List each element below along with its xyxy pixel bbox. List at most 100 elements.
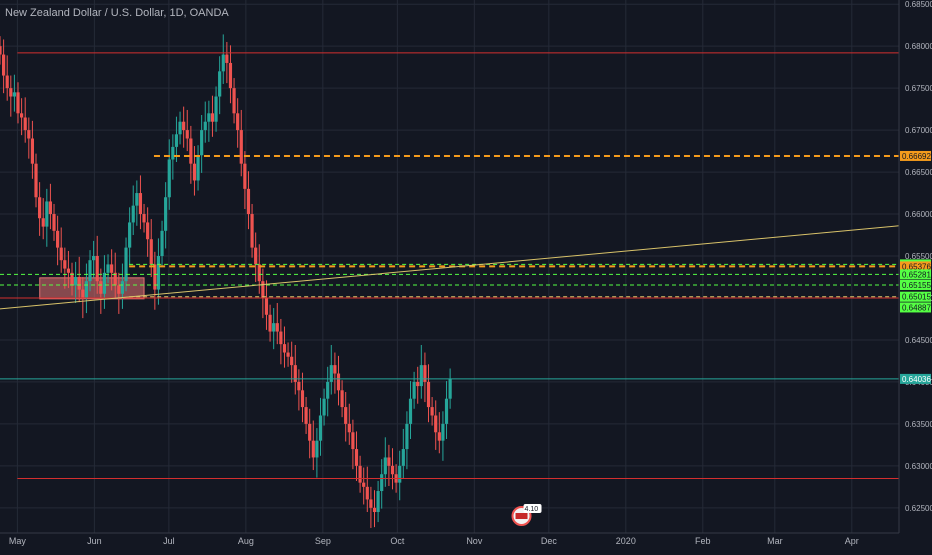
time-tick-label: Oct (390, 536, 405, 546)
candle-body (441, 423, 445, 441)
candle-body (77, 276, 81, 290)
candle-body (282, 344, 287, 353)
event-badge[interactable]: 4.10 (511, 504, 542, 526)
candle-body (106, 264, 110, 273)
price-tick-label: 0.64500 (905, 336, 932, 345)
price-tag-bg (900, 261, 931, 272)
candle-body (326, 381, 330, 399)
candle-body (27, 130, 31, 139)
candle-body (236, 113, 240, 131)
event-badge-pill (523, 504, 542, 513)
support-zone (39, 277, 145, 300)
candle-body (232, 88, 236, 114)
price-tag-bg (900, 269, 931, 280)
candle-body (12, 92, 17, 97)
price-tick-label: 0.65500 (905, 252, 932, 261)
price-tick-label: 0.66000 (905, 210, 932, 219)
candle-body (272, 323, 276, 332)
candle-body (318, 415, 323, 441)
candle-body (196, 155, 200, 181)
candle-body (81, 289, 85, 298)
price-tick-label: 0.63500 (905, 420, 932, 429)
candle-body (380, 474, 384, 492)
price-tag-label: 0.65281 (902, 270, 931, 279)
candle-body (41, 218, 45, 227)
candle-body (203, 121, 207, 131)
candle-body (426, 381, 431, 408)
time-tick-label: 2020 (616, 536, 636, 546)
price-tick-label: 0.67500 (905, 84, 932, 93)
candle-body (128, 222, 132, 248)
candle-body (358, 465, 362, 483)
price-tag-label: 0.65015 (902, 293, 931, 302)
candle-body (16, 92, 20, 114)
candle-body (412, 381, 416, 399)
candle-body (268, 314, 272, 332)
candle-body (34, 163, 38, 198)
candle-body (102, 272, 107, 294)
candlesticks (0, 34, 452, 528)
price-tick-label: 0.63000 (905, 462, 932, 471)
time-tick-label: Apr (845, 536, 859, 546)
candle-body (23, 117, 27, 131)
candle-body (246, 188, 251, 215)
candle-body (178, 121, 182, 135)
candle-body (167, 159, 171, 198)
candle-body (311, 440, 315, 458)
event-badge-label: 4.10 (525, 506, 539, 513)
time-tick-label: May (9, 536, 27, 546)
price-tick-label: 0.62500 (905, 504, 932, 513)
candle-body (59, 247, 63, 261)
price-axis[interactable]: 0.68500 0.68000 0.67500 0.67000 0.66500 0.660… (898, 0, 932, 550)
candle-body (344, 407, 348, 424)
price-tag-label: 0.64036 (902, 375, 931, 384)
price-tag-bg (900, 279, 931, 290)
price-tick-label: 0.66500 (905, 168, 932, 177)
candle-body (279, 331, 283, 345)
candle-body (250, 214, 254, 248)
candle-body (9, 88, 13, 97)
candle-body (38, 197, 42, 219)
candle-body (192, 163, 197, 181)
candle-body (84, 281, 89, 298)
candle-body (185, 130, 189, 139)
candle-body (221, 54, 225, 72)
price-tag-bg (900, 291, 931, 302)
price-tag-label: 0.64887 (902, 303, 931, 312)
candle-body (448, 378, 452, 399)
candle-body (74, 276, 78, 286)
time-tick-label: Jun (87, 536, 102, 546)
time-axis-bg (0, 533, 932, 550)
candle-body (304, 407, 308, 424)
candle-body (243, 163, 247, 189)
time-tick-label: Mar (767, 536, 783, 546)
candle-body (239, 130, 243, 164)
candle-body (52, 214, 56, 231)
candle-body (56, 230, 60, 248)
price-tag-bg (900, 302, 931, 313)
candle-body (30, 138, 35, 164)
candle-body (45, 201, 49, 227)
candle-body (390, 465, 395, 475)
time-tick-label: Jul (163, 536, 175, 546)
time-axis[interactable]: May Jun Jul Aug Sep Oct Nov Dec 2020 Feb Mar Apr (0, 532, 932, 550)
candle-body (153, 264, 157, 290)
candle-body (142, 214, 146, 223)
candle-body (182, 121, 186, 131)
candle-body (290, 356, 294, 366)
support-zone-rect (39, 277, 145, 300)
price-tick-label: 0.68000 (905, 42, 932, 51)
price-tick-label: 0.67000 (905, 126, 932, 135)
candle-body (261, 281, 265, 298)
candle-body (5, 75, 9, 89)
candle-body (264, 297, 269, 315)
candle-body (387, 457, 391, 466)
candle-body (383, 457, 387, 475)
price-tag-bg (900, 373, 931, 384)
candle-body (405, 423, 409, 450)
candle-body (293, 365, 297, 382)
candle-body (354, 449, 359, 466)
candle-body (160, 230, 164, 257)
